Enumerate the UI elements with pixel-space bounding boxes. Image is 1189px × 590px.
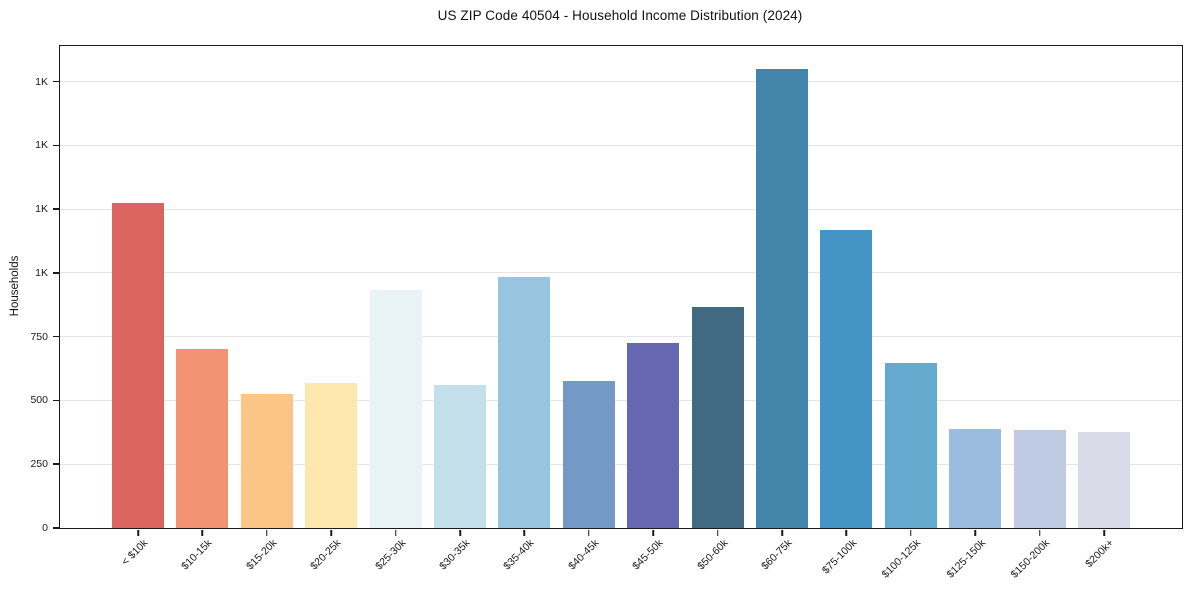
y-tick-mark	[52, 399, 59, 402]
y-tick-label: 0	[42, 522, 48, 534]
x-tick-label: $125-150k	[944, 537, 988, 581]
x-tick-mark	[266, 529, 268, 536]
y-tick-mark	[52, 80, 59, 83]
x-tick-label: $150-200k	[1008, 537, 1053, 581]
x-tick-label: $40-45k	[565, 537, 602, 573]
bar	[820, 230, 873, 528]
bar	[434, 385, 486, 528]
chart-title: US ZIP Code 40504 - Household Income Dis…	[437, 8, 803, 23]
x-tick-label: $15-20k	[243, 537, 280, 573]
bar	[949, 429, 1002, 528]
y-tick-label: 1K	[35, 203, 48, 216]
bar	[884, 363, 937, 528]
bar	[691, 307, 744, 528]
x-tick-label: $200k+	[1083, 537, 1117, 571]
y-tick-mark	[52, 144, 59, 147]
x-tick-mark	[1038, 529, 1041, 536]
bar	[756, 68, 808, 528]
bar	[1078, 432, 1130, 528]
y-tick-mark	[52, 208, 59, 210]
grid-line	[60, 399, 1182, 401]
grid-line	[60, 144, 1182, 146]
y-tick-label: 250	[30, 458, 48, 471]
x-tick-mark	[523, 529, 526, 536]
y-tick-mark	[52, 272, 59, 274]
x-tick-mark	[137, 529, 139, 536]
x-tick-mark	[588, 529, 590, 536]
x-tick-label: $20-25k	[308, 537, 344, 573]
x-tick-label: $25-30k	[372, 537, 409, 573]
grid-line	[60, 272, 1182, 274]
y-tick-label: 1K	[35, 266, 48, 279]
bar	[627, 342, 680, 528]
bar	[562, 380, 615, 528]
x-tick-mark	[716, 529, 719, 536]
x-tick-label: $30-35k	[437, 537, 473, 573]
x-tick-label: $100-125k	[879, 537, 924, 581]
bar	[305, 383, 358, 528]
x-tick-label: < $10k	[119, 537, 151, 568]
y-tick-mark	[52, 463, 59, 465]
x-tick-mark	[201, 529, 204, 536]
bar	[112, 202, 164, 528]
x-tick-label: $45-50k	[630, 537, 666, 573]
y-tick-label: 750	[30, 330, 48, 343]
x-tick-mark	[910, 529, 912, 536]
x-tick-label: $10-15k	[179, 537, 215, 573]
x-tick-label: $50-60k	[694, 537, 731, 573]
grid-line	[60, 81, 1182, 83]
y-tick-label: 1K	[35, 139, 48, 152]
y-tick-label: 1K	[35, 75, 48, 88]
x-tick-mark	[1103, 529, 1105, 536]
y-axis-title: Households	[9, 255, 21, 317]
y-tick-mark	[52, 335, 59, 338]
x-tick-label: $35-40k	[501, 537, 537, 573]
x-tick-mark	[394, 529, 397, 536]
x-tick-mark	[845, 529, 848, 536]
grid-line	[60, 463, 1182, 465]
bar	[176, 349, 229, 528]
x-tick-mark	[652, 529, 654, 536]
y-tick-label: 500	[30, 394, 48, 407]
grid-line	[60, 208, 1182, 210]
plot-area: 0 250 500 750 1K 1K 1K 1K < $10k $10-15k $15-20k $2…	[30, 45, 1183, 581]
bar	[1013, 430, 1066, 528]
x-tick-mark	[459, 529, 461, 536]
y-tick-mark	[52, 527, 59, 529]
x-tick-mark	[330, 529, 332, 536]
x-tick-label: $60-75k	[759, 537, 795, 573]
bar	[240, 394, 293, 528]
x-tick-mark	[974, 529, 976, 536]
x-tick-mark	[781, 529, 783, 536]
x-tick-label: $75-100k	[819, 537, 859, 577]
grid-line	[60, 336, 1182, 338]
bar	[369, 289, 422, 528]
bar	[498, 276, 551, 528]
